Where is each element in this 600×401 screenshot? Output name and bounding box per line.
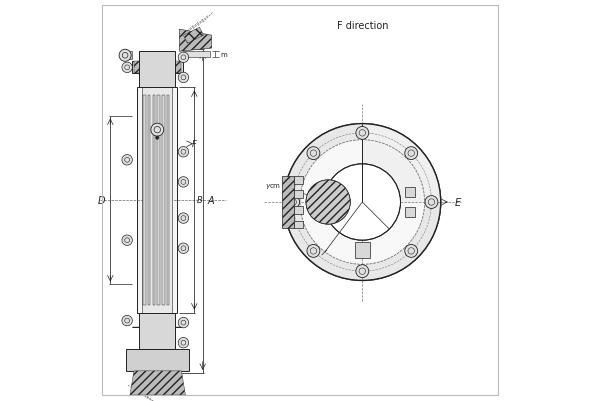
Polygon shape xyxy=(179,30,212,52)
Circle shape xyxy=(119,50,131,62)
Polygon shape xyxy=(184,28,203,44)
Bar xyxy=(162,96,164,305)
Circle shape xyxy=(287,196,299,209)
Bar xyxy=(404,188,415,197)
Circle shape xyxy=(122,155,133,166)
Circle shape xyxy=(356,127,369,140)
Bar xyxy=(294,191,303,198)
Bar xyxy=(139,313,175,349)
Polygon shape xyxy=(128,52,132,60)
Circle shape xyxy=(306,180,350,225)
Bar xyxy=(134,62,181,74)
Bar xyxy=(294,177,303,184)
Bar xyxy=(142,88,172,313)
Circle shape xyxy=(324,164,401,241)
Bar xyxy=(132,62,184,74)
Circle shape xyxy=(178,318,188,328)
Bar xyxy=(404,208,415,217)
Circle shape xyxy=(425,196,438,209)
Text: A: A xyxy=(208,196,214,205)
Polygon shape xyxy=(130,371,185,395)
Circle shape xyxy=(155,137,159,140)
Bar xyxy=(126,349,190,371)
Text: $\gamma$cm: $\gamma$cm xyxy=(265,182,281,191)
Circle shape xyxy=(307,245,320,258)
Text: m: m xyxy=(220,52,227,58)
Text: B: B xyxy=(342,192,348,201)
Bar xyxy=(294,207,303,214)
Bar xyxy=(137,88,178,313)
Circle shape xyxy=(122,235,133,246)
Circle shape xyxy=(284,124,441,281)
Circle shape xyxy=(306,180,350,225)
Bar xyxy=(139,52,175,88)
Circle shape xyxy=(151,124,164,137)
Bar xyxy=(355,243,370,259)
Circle shape xyxy=(122,316,133,326)
Circle shape xyxy=(122,63,133,73)
Text: C: C xyxy=(348,192,354,201)
Bar xyxy=(143,96,146,305)
Circle shape xyxy=(178,73,188,83)
Bar xyxy=(184,52,209,59)
Bar xyxy=(157,96,160,305)
Circle shape xyxy=(178,213,188,224)
Bar xyxy=(167,96,169,305)
Circle shape xyxy=(178,243,188,254)
Text: F: F xyxy=(192,140,197,149)
Circle shape xyxy=(178,147,188,158)
Circle shape xyxy=(178,338,188,348)
Bar xyxy=(152,96,155,305)
Text: B: B xyxy=(197,196,202,205)
Circle shape xyxy=(405,147,418,160)
Text: E: E xyxy=(455,198,461,207)
Circle shape xyxy=(356,265,369,278)
Circle shape xyxy=(178,177,188,188)
Text: F direction: F direction xyxy=(337,21,388,31)
Wedge shape xyxy=(362,124,441,203)
Polygon shape xyxy=(282,176,294,229)
Bar xyxy=(294,221,303,228)
Circle shape xyxy=(307,147,320,160)
Circle shape xyxy=(405,245,418,258)
Text: D: D xyxy=(98,196,105,205)
Bar xyxy=(148,96,151,305)
Circle shape xyxy=(178,53,188,63)
